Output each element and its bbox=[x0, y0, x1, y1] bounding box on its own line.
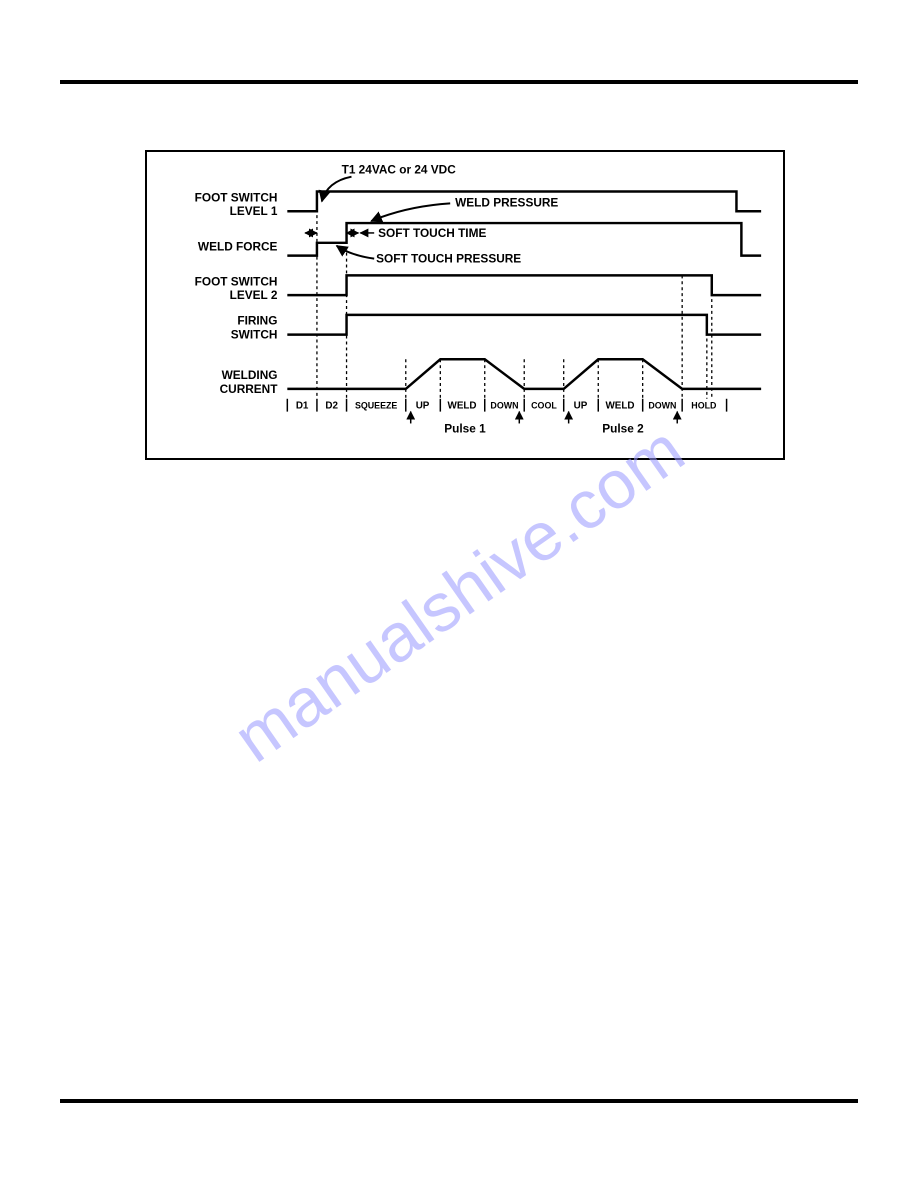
timing-diagram: FOOT SWITCH LEVEL 1 WELD FORCE FOOT SWIT… bbox=[145, 150, 785, 460]
label-fs1-a: FOOT SWITCH bbox=[195, 190, 278, 204]
phase-4: WELD bbox=[448, 401, 477, 412]
phase-2: SQUEEZE bbox=[355, 401, 397, 411]
pulse2-label: Pulse 2 bbox=[602, 421, 644, 435]
phase-8: WELD bbox=[605, 401, 634, 412]
label-fire-b: SWITCH bbox=[231, 328, 278, 342]
ann-stp: SOFT TOUCH PRESSURE bbox=[376, 252, 521, 266]
phase-9: DOWN bbox=[648, 401, 676, 411]
label-fire-a: FIRING bbox=[237, 314, 277, 328]
header-left: APPENDIX B. SYSTEM TIMING bbox=[60, 50, 235, 64]
ann-stt: SOFT TOUCH TIME bbox=[378, 226, 486, 240]
phase-7: UP bbox=[574, 401, 588, 412]
trace-weld-force bbox=[287, 223, 761, 256]
phase-1: D2 bbox=[325, 401, 338, 412]
pulse1-label: Pulse 1 bbox=[444, 421, 486, 435]
phase-5: DOWN bbox=[490, 401, 518, 411]
footer-right: 990-058 bbox=[818, 1121, 858, 1133]
watermark: manualshive.com bbox=[220, 410, 698, 777]
label-cur-b: CURRENT bbox=[220, 382, 279, 396]
trace-firing bbox=[287, 315, 761, 335]
label-cur-a: WELDING bbox=[222, 368, 278, 382]
phase-3: UP bbox=[416, 401, 430, 412]
label-fs2-a: FOOT SWITCH bbox=[195, 274, 278, 288]
arrow-stp bbox=[337, 246, 375, 259]
label-fs1-b: LEVEL 1 bbox=[230, 204, 278, 218]
trace-fs2 bbox=[287, 275, 761, 295]
page-area: APPENDIX B. SYSTEM TIMING FOOT SWITCH LE… bbox=[60, 50, 858, 1138]
bottom-rule bbox=[60, 1099, 858, 1103]
phase-6: COOL bbox=[531, 401, 557, 411]
ann-weld-pressure: WELD PRESSURE bbox=[455, 195, 558, 209]
arrow-weld-pressure bbox=[371, 203, 450, 221]
ann-t1: T1 24VAC or 24 VDC bbox=[342, 163, 457, 177]
top-rule bbox=[60, 80, 858, 84]
phase-10: HOLD bbox=[691, 401, 717, 411]
timing-svg: FOOT SWITCH LEVEL 1 WELD FORCE FOOT SWIT… bbox=[147, 152, 783, 458]
phase-0: D1 bbox=[296, 401, 309, 412]
footer-left: HF-2500A HIGH FREQUENCY RESISTANCE WELDI… bbox=[60, 1121, 432, 1133]
arrow-t1 bbox=[322, 177, 352, 202]
label-fs2-b: LEVEL 2 bbox=[230, 288, 278, 302]
label-wf: WELD FORCE bbox=[198, 240, 278, 254]
